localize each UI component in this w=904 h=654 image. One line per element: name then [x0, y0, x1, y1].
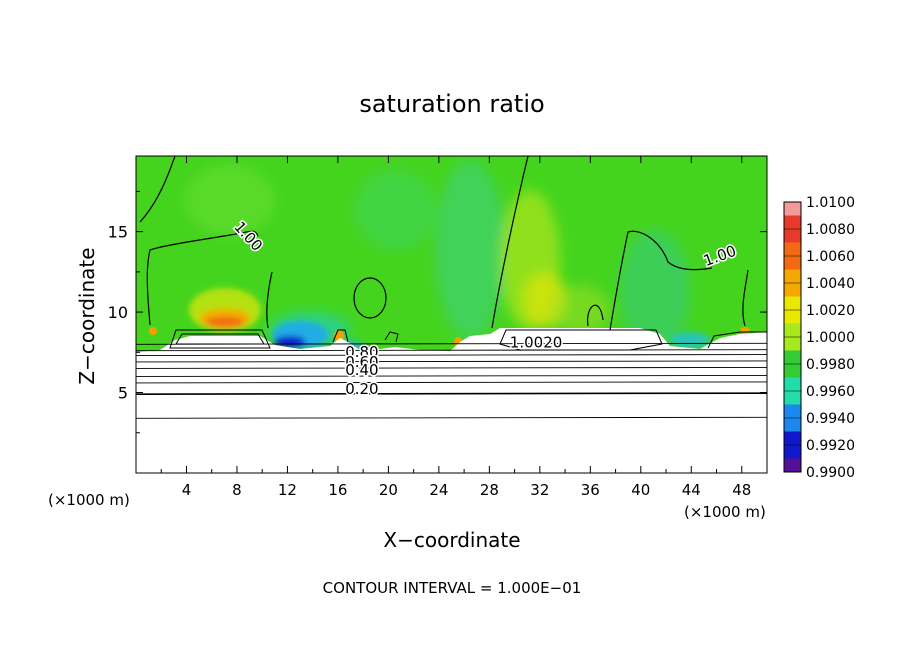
- colorbar-swatch: [784, 229, 801, 243]
- colorbar-label: 1.0060: [806, 249, 855, 265]
- contour-line: [136, 349, 767, 352]
- contour-labels: 1.001.000.800.600.400.201.0020: [229, 216, 740, 399]
- subsaturated-region: [136, 328, 767, 473]
- colorbar-label: 1.0100: [806, 195, 855, 211]
- x-tick-label: 44: [682, 481, 701, 499]
- contour-line: [136, 342, 767, 345]
- colorbar-swatch: [784, 323, 801, 338]
- colorbar-swatch: [784, 296, 801, 311]
- colorbar-swatch: [784, 283, 801, 297]
- x-tick-label: 12: [278, 481, 297, 499]
- colorbar-label: 0.9940: [806, 411, 855, 427]
- contour-label: 0.20: [345, 380, 378, 398]
- colorbar-label: 0.9920: [806, 438, 855, 454]
- contour-interval-note: CONTOUR INTERVAL = 1.000E−01: [323, 579, 582, 597]
- colorbar-label: 0.9980: [806, 357, 855, 373]
- contour-line: [136, 366, 767, 369]
- colorbar-swatch: [784, 458, 801, 473]
- x-tick-label: 40: [631, 481, 650, 499]
- contour-line: [136, 381, 767, 384]
- colorbar-swatch: [784, 202, 801, 216]
- y-axis: 5 10 15: [108, 190, 767, 434]
- contour-line: [136, 392, 767, 395]
- y-tick-label: 5: [118, 384, 128, 403]
- colorbar-swatch: [784, 431, 801, 446]
- x-tick-label: 20: [379, 481, 398, 499]
- colorbar-swatch: [784, 377, 801, 392]
- x-units-right: (×1000 m): [684, 503, 766, 521]
- x-tick-label: 48: [732, 481, 751, 499]
- colorbar-swatch: [784, 404, 801, 419]
- colorbar-swatch: [784, 215, 801, 230]
- colorbar-label: 1.0080: [806, 222, 855, 238]
- y-axis-label: Z−coordinate: [75, 247, 99, 384]
- colorbar-label: 0.9900: [806, 465, 855, 481]
- x-tick-label: 8: [232, 481, 242, 499]
- contour-label: 0.80: [345, 343, 378, 361]
- colorbar-swatch: [784, 310, 801, 324]
- colorbar-swatch: [784, 256, 801, 270]
- contour-line: [136, 416, 767, 419]
- colorbar-label: 0.9960: [806, 384, 855, 400]
- field: [136, 156, 767, 473]
- colorbar-swatch: [784, 364, 801, 378]
- contour-line: [136, 375, 767, 377]
- colorbar-swatch: [784, 337, 801, 351]
- x-axis: 4 8 12 16 20 24 28 32 36 40 44 48: [160, 156, 751, 499]
- contour-line: [136, 360, 767, 363]
- contour-label: 0.40: [345, 361, 378, 379]
- colorbar-swatch: [784, 242, 801, 257]
- colorbar-label: 1.0020: [806, 303, 855, 319]
- x-tick-label: 36: [581, 481, 600, 499]
- y-tick-label: 10: [108, 303, 128, 322]
- x-tick-label: 24: [429, 481, 448, 499]
- x-tick-label: 16: [328, 481, 347, 499]
- colorbar-label: 1.0000: [806, 330, 855, 346]
- chart-title: saturation ratio: [359, 90, 544, 118]
- field-variations: [185, 160, 690, 350]
- x-tick-label: 32: [530, 481, 549, 499]
- colorbar-swatch: [784, 391, 801, 405]
- colorbar-swatch: [784, 350, 801, 365]
- colorbar-swatch: [784, 418, 801, 432]
- x-axis-label: X−coordinate: [383, 528, 520, 552]
- x-tick-label: 4: [182, 481, 192, 499]
- field-maximum: [189, 288, 261, 332]
- plot-frame: [135, 155, 768, 474]
- colorbar-swatch: [784, 445, 801, 459]
- colorbar-swatch: [784, 269, 801, 284]
- colorbar: 1.0100 1.0080 1.0060 1.0040 1.0020 1.0000 0.99…: [783, 195, 855, 481]
- y-tick-label: 15: [108, 223, 128, 242]
- contour-line: [136, 354, 767, 356]
- contour-label: 0.60: [345, 353, 378, 371]
- x-units-left: (×1000 m): [48, 491, 130, 509]
- horizontal-contours: [136, 342, 767, 419]
- x-tick-label: 28: [480, 481, 499, 499]
- contour-label: 1.0020: [510, 333, 563, 351]
- colorbar-label: 1.0040: [806, 276, 855, 292]
- contour-1-00: [139, 156, 749, 331]
